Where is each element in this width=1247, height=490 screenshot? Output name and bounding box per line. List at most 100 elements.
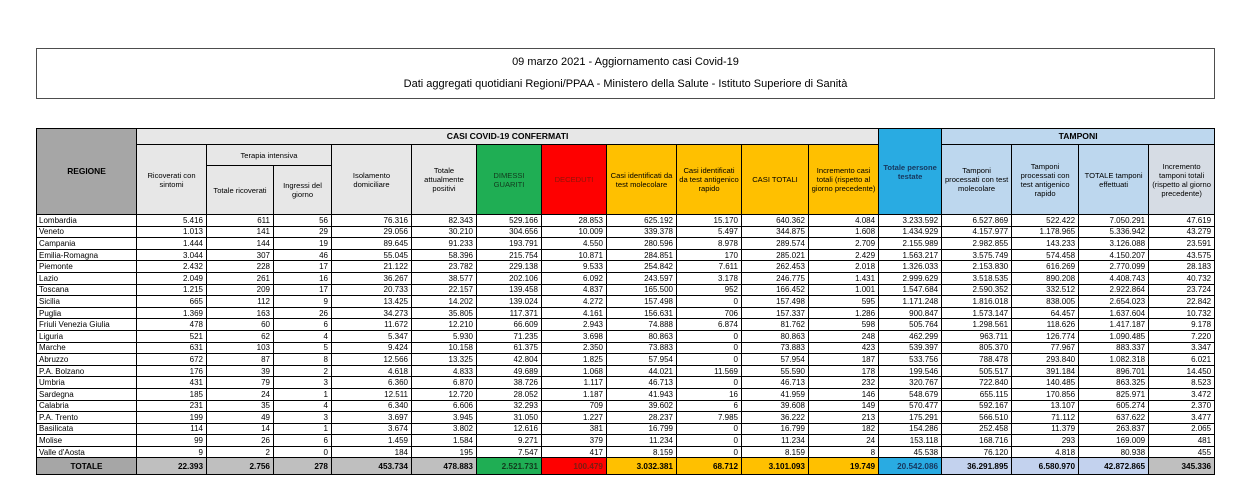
cell-totale-tamponi-effettuati: 169.009 <box>1078 434 1150 447</box>
cell-tamponi-test-antigenico: 140.485 <box>1011 376 1080 389</box>
cell-casi-test-molecolare: 339.378 <box>606 225 677 239</box>
cell-dimessi-guariti: 9.271 <box>476 434 542 447</box>
cell-casi-test-antigenico: 0 <box>676 295 742 308</box>
cell-isolamento-domiciliare: 29.056 <box>331 225 412 239</box>
cell-incremento-casi-totali: 2.429 <box>807 248 880 262</box>
cell-totale-tamponi-effettuati: 896.701 <box>1078 364 1150 378</box>
cell-dimessi-guariti: 28.052 <box>476 387 542 401</box>
cell-ricoverati-con-sintomi: 1.444 <box>136 237 207 250</box>
header-incremento-tamponi-totali: Incremento tamponi totali (rispetto al g… <box>1148 144 1216 215</box>
cell-casi-test-molecolare: 157.498 <box>606 295 677 308</box>
cell-totale-persone-testate: 900.847 <box>878 306 943 320</box>
cell-tamponi-test-molecolare: 6.527.869 <box>941 214 1013 227</box>
region-name: Basilicata <box>36 422 137 436</box>
cell-tamponi-test-molecolare: 566.510 <box>941 411 1013 424</box>
region-name: Campania <box>36 237 137 250</box>
cell-incremento-tamponi-totali: 3.472 <box>1148 387 1216 401</box>
cell-tamponi-test-molecolare: 76.120 <box>941 445 1013 459</box>
title-box: 09 marzo 2021 - Aggiornamento casi Covid… <box>36 48 1215 99</box>
cell-incremento-casi-totali: 178 <box>807 364 880 378</box>
cell-casi-totali: 11.234 <box>741 434 809 447</box>
cell-incremento-casi-totali: 598 <box>807 318 880 331</box>
cell-casi-test-antigenico: 6 <box>676 399 742 413</box>
cell-casi-test-antigenico: 0 <box>676 376 742 389</box>
total-cell-tamponi-test-molecolare: 36.291.895 <box>941 457 1013 476</box>
cell-totale-tamponi-effettuati: 605.274 <box>1078 399 1150 413</box>
cell-incremento-casi-totali: 8 <box>807 445 880 459</box>
cell-dimessi-guariti: 215.754 <box>476 248 542 262</box>
cell-dimessi-guariti: 38.726 <box>476 376 542 389</box>
cell-terapia-totale-ricoverati: 79 <box>206 376 274 389</box>
cell-tamponi-test-molecolare: 505.517 <box>941 364 1013 378</box>
cell-isolamento-domiciliare: 11.672 <box>331 318 412 331</box>
cell-totale-attualmente-positivi: 10.158 <box>411 341 477 355</box>
cell-incremento-casi-totali: 182 <box>807 422 880 436</box>
cell-incremento-casi-totali: 232 <box>807 376 880 389</box>
total-cell-ricoverati-con-sintomi: 22.393 <box>136 457 207 476</box>
cell-terapia-totale-ricoverati: 2 <box>206 445 274 459</box>
cell-casi-test-antigenico: 0 <box>676 341 742 355</box>
cell-terapia-totale-ricoverati: 26 <box>206 434 274 447</box>
cell-ricoverati-con-sintomi: 478 <box>136 318 207 331</box>
region-name: Calabria <box>36 399 137 413</box>
cell-casi-test-antigenico: 0 <box>676 422 742 436</box>
cell-dimessi-guariti: 49.689 <box>476 364 542 378</box>
cell-totale-persone-testate: 175.291 <box>878 411 943 424</box>
cell-incremento-casi-totali: 187 <box>807 353 880 366</box>
cell-totale-attualmente-positivi: 12.720 <box>411 387 477 401</box>
table-row: Veneto 1.013 141 29 29.056 30.210 304.656 10.00… <box>36 225 1216 239</box>
cell-totale-persone-testate: 2.155.989 <box>878 237 943 250</box>
cell-isolamento-domiciliare: 184 <box>331 445 412 459</box>
cell-totale-persone-testate: 1.547.684 <box>878 283 943 297</box>
cell-tamponi-test-molecolare: 2.982.855 <box>941 237 1013 250</box>
header-ingressi-del-giorno: Ingressi del giorno <box>273 165 332 215</box>
cell-totale-tamponi-effettuati: 2.922.864 <box>1078 283 1150 297</box>
cell-casi-test-molecolare: 73.883 <box>606 341 677 355</box>
cell-terapia-ingressi-giorno: 4 <box>273 329 332 343</box>
region-name: Marche <box>36 341 137 355</box>
cell-totale-attualmente-positivi: 3.802 <box>411 422 477 436</box>
cell-terapia-ingressi-giorno: 0 <box>273 445 332 459</box>
cell-totale-persone-testate: 462.299 <box>878 329 943 343</box>
cell-incremento-tamponi-totali: 8.523 <box>1148 376 1216 389</box>
cell-totale-attualmente-positivi: 5.930 <box>411 329 477 343</box>
cell-casi-totali: 166.452 <box>741 283 809 297</box>
cell-tamponi-test-antigenico: 118.626 <box>1011 318 1080 331</box>
cell-terapia-ingressi-giorno: 5 <box>273 341 332 355</box>
cell-casi-totali: 16.799 <box>741 422 809 436</box>
cell-casi-test-antigenico: 5.497 <box>676 225 742 239</box>
cell-incremento-tamponi-totali: 2.370 <box>1148 399 1216 413</box>
total-cell-terapia-ingressi-giorno: 278 <box>273 457 332 476</box>
cell-totale-attualmente-positivi: 3.945 <box>411 411 477 424</box>
cell-deceduti: 3.698 <box>541 329 607 343</box>
cell-casi-test-molecolare: 8.159 <box>606 445 677 459</box>
cell-casi-test-antigenico: 11.569 <box>676 364 742 378</box>
cell-casi-totali: 289.574 <box>741 237 809 250</box>
cell-dimessi-guariti: 66.609 <box>476 318 542 331</box>
cell-tamponi-test-molecolare: 1.298.561 <box>941 318 1013 331</box>
cell-tamponi-test-antigenico: 574.458 <box>1011 248 1080 262</box>
total-cell-casi-test-molecolare: 3.032.381 <box>606 457 677 476</box>
cell-totale-tamponi-effettuati: 883.337 <box>1078 341 1150 355</box>
cell-deceduti: 1.227 <box>541 411 607 424</box>
cell-deceduti: 379 <box>541 434 607 447</box>
cell-tamponi-test-molecolare: 592.167 <box>941 399 1013 413</box>
cell-terapia-ingressi-giorno: 2 <box>273 364 332 378</box>
cell-incremento-casi-totali: 2.709 <box>807 237 880 250</box>
cell-casi-test-antigenico: 15.170 <box>676 214 742 227</box>
cell-dimessi-guariti: 304.656 <box>476 225 542 239</box>
cell-tamponi-test-antigenico: 1.178.965 <box>1011 225 1080 239</box>
header-totale-persone-testate: Totale persone testate <box>878 128 943 215</box>
cell-casi-totali: 55.590 <box>741 364 809 378</box>
region-name: P.A. Bolzano <box>36 364 137 378</box>
cell-tamponi-test-antigenico: 616.269 <box>1011 260 1080 273</box>
table-row: Emilia-Romagna 3.044 307 46 55.045 58.396 215.… <box>36 248 1216 262</box>
cell-totale-attualmente-positivi: 30.210 <box>411 225 477 239</box>
total-cell-tamponi-test-antigenico: 6.580.970 <box>1011 457 1080 476</box>
cell-deceduti: 1.117 <box>541 376 607 389</box>
cell-terapia-totale-ricoverati: 35 <box>206 399 274 413</box>
cell-totale-tamponi-effettuati: 80.938 <box>1078 445 1150 459</box>
group-header-casi-confermati: CASI COVID-19 CONFERMATI <box>135 128 880 145</box>
cell-tamponi-test-molecolare: 252.458 <box>941 422 1013 436</box>
